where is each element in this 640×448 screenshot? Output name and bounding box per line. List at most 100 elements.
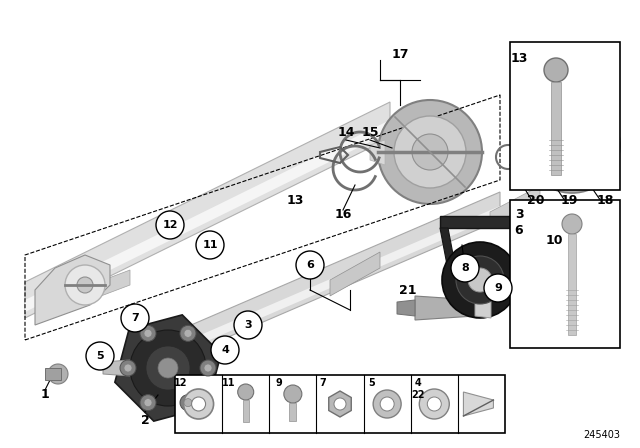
Circle shape (540, 113, 604, 177)
Circle shape (284, 385, 302, 403)
Text: 18: 18 (596, 194, 614, 207)
Circle shape (200, 360, 216, 376)
Text: 5: 5 (368, 378, 374, 388)
Text: 3: 3 (244, 320, 252, 330)
Polygon shape (115, 315, 221, 421)
Polygon shape (25, 120, 390, 312)
Text: 21: 21 (399, 284, 417, 297)
Circle shape (156, 211, 184, 239)
Circle shape (184, 389, 214, 419)
Text: 17: 17 (391, 48, 409, 61)
Circle shape (77, 277, 93, 293)
Text: 20: 20 (527, 194, 545, 207)
Circle shape (184, 399, 192, 407)
Text: 4: 4 (415, 378, 422, 388)
Circle shape (146, 346, 190, 390)
Circle shape (334, 398, 346, 410)
Circle shape (484, 274, 512, 302)
Circle shape (419, 389, 449, 419)
Polygon shape (330, 252, 380, 296)
Circle shape (296, 251, 324, 279)
Circle shape (380, 397, 394, 411)
Polygon shape (397, 300, 415, 316)
Circle shape (184, 329, 192, 337)
Text: 19: 19 (560, 194, 578, 207)
Polygon shape (440, 228, 456, 270)
Circle shape (451, 254, 479, 282)
Text: 12: 12 (174, 378, 188, 388)
Text: 8: 8 (461, 263, 469, 273)
Polygon shape (568, 234, 576, 335)
Text: 3: 3 (515, 207, 524, 220)
Polygon shape (475, 298, 491, 318)
Circle shape (48, 364, 68, 384)
Polygon shape (440, 216, 535, 228)
Circle shape (556, 129, 588, 161)
Bar (510, 200, 620, 348)
Text: 11: 11 (222, 378, 236, 388)
Text: 5: 5 (96, 351, 104, 361)
Bar (510, 42, 620, 190)
Text: 14: 14 (337, 126, 355, 139)
Polygon shape (463, 392, 493, 416)
Text: 6: 6 (306, 260, 314, 270)
Polygon shape (85, 270, 130, 302)
Text: 9: 9 (494, 283, 502, 293)
Text: 22: 22 (412, 390, 425, 400)
Circle shape (121, 304, 149, 332)
Bar (45, 368, 61, 380)
Polygon shape (415, 296, 475, 320)
Text: 6: 6 (515, 224, 524, 237)
Circle shape (378, 100, 482, 204)
Polygon shape (289, 403, 296, 421)
Circle shape (428, 397, 442, 411)
Circle shape (144, 329, 152, 337)
Circle shape (180, 325, 196, 341)
Circle shape (394, 116, 466, 188)
Text: 1: 1 (40, 388, 49, 401)
Polygon shape (551, 82, 561, 175)
Text: 7: 7 (131, 313, 139, 323)
Text: 7: 7 (319, 378, 326, 388)
Circle shape (544, 58, 568, 82)
Text: 16: 16 (334, 208, 352, 221)
Polygon shape (25, 102, 390, 318)
Circle shape (65, 265, 105, 305)
Text: 15: 15 (361, 126, 379, 139)
Polygon shape (525, 228, 541, 270)
Circle shape (524, 97, 620, 193)
Text: 11: 11 (202, 240, 218, 250)
Polygon shape (370, 140, 385, 165)
Circle shape (373, 390, 401, 418)
Circle shape (204, 364, 212, 372)
Text: 12: 12 (163, 220, 178, 230)
Text: 245403: 245403 (583, 430, 620, 440)
Circle shape (442, 242, 518, 318)
Polygon shape (140, 192, 500, 375)
Polygon shape (140, 206, 500, 370)
Circle shape (412, 134, 448, 170)
Circle shape (144, 399, 152, 407)
Circle shape (140, 395, 156, 411)
Circle shape (130, 330, 206, 406)
Circle shape (180, 395, 196, 411)
Circle shape (120, 360, 136, 376)
Circle shape (234, 311, 262, 339)
Polygon shape (35, 255, 110, 325)
Text: 13: 13 (510, 52, 528, 65)
Circle shape (211, 336, 239, 364)
Text: 2: 2 (141, 414, 149, 426)
Circle shape (124, 364, 132, 372)
Circle shape (196, 231, 224, 259)
Circle shape (237, 384, 253, 400)
Circle shape (86, 342, 114, 370)
Circle shape (562, 214, 582, 234)
Circle shape (191, 397, 205, 411)
Polygon shape (103, 360, 130, 376)
Circle shape (158, 358, 178, 378)
Text: 10: 10 (545, 233, 563, 246)
Polygon shape (329, 391, 351, 417)
Bar (175, 375, 505, 433)
Circle shape (140, 325, 156, 341)
Polygon shape (243, 400, 249, 422)
